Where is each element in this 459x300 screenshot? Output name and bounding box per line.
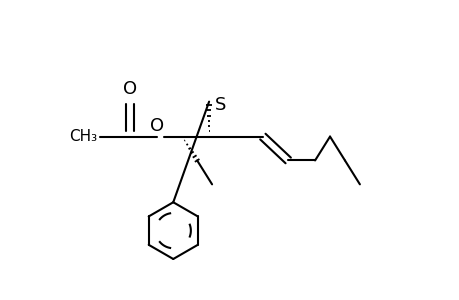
Text: O: O xyxy=(150,117,163,135)
Text: CH₃: CH₃ xyxy=(69,129,97,144)
Text: O: O xyxy=(123,80,137,98)
Text: S: S xyxy=(214,96,225,114)
